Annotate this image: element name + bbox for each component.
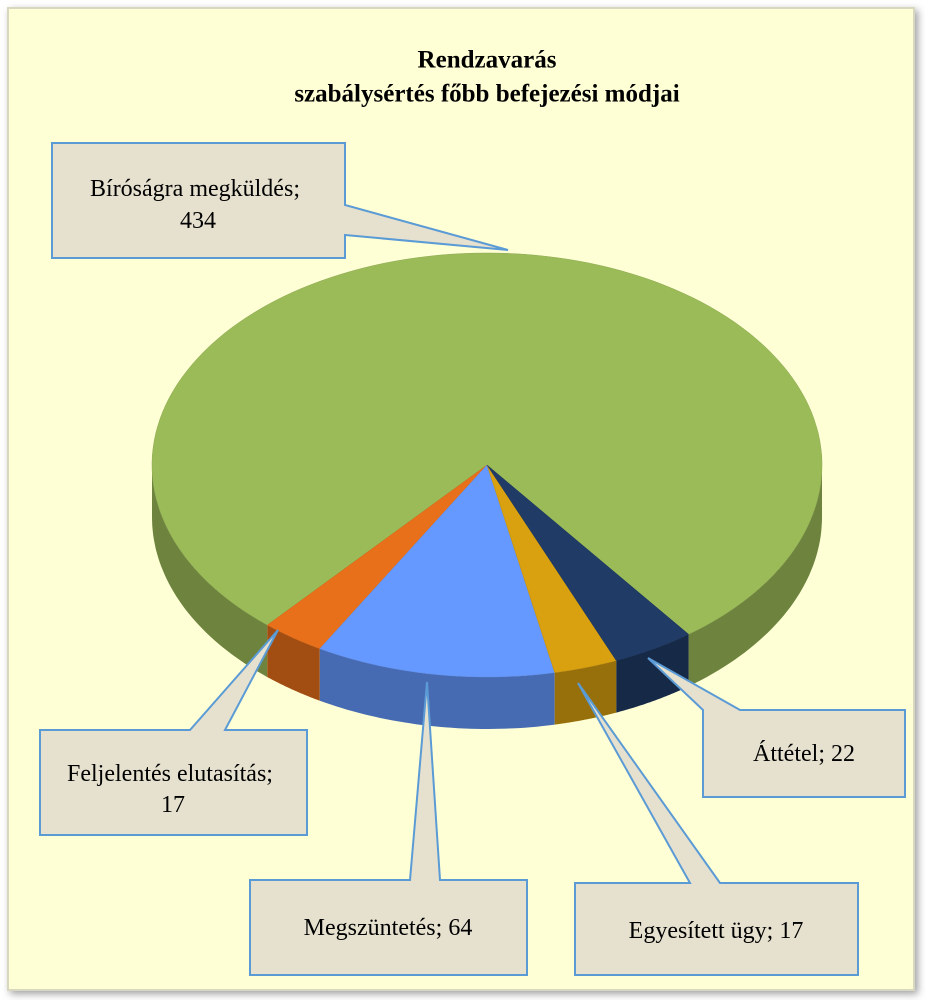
- value-label: 17: [161, 792, 185, 818]
- category-label: Megszüntetés: [304, 915, 436, 941]
- data-label: Feljelentés elutasítás; 17: [67, 761, 279, 818]
- data-label: Bíróságra megküldés; 434: [90, 176, 306, 234]
- label-separator: ;: [266, 761, 279, 787]
- chart-title: szabálysértés főbb befejezési módjai: [294, 81, 679, 108]
- chart-title: Rendzavarás: [418, 47, 557, 74]
- value-label: 17: [779, 918, 803, 944]
- callout-box: [574, 682, 859, 976]
- callout-box: [51, 142, 509, 259]
- callout-box: [647, 657, 906, 798]
- slice-side: [616, 634, 689, 713]
- slice-side: [267, 625, 320, 701]
- value-label: 434: [180, 208, 216, 234]
- label-separator: ;: [767, 918, 780, 944]
- slice: [266, 464, 488, 649]
- slice-side: [319, 648, 555, 729]
- label-separator: ;: [436, 915, 449, 941]
- slice: [151, 252, 823, 635]
- category-label: Egyesített ügy: [629, 918, 767, 944]
- label-separator: ;: [818, 741, 831, 767]
- value-label: 22: [831, 741, 855, 767]
- category-label: Feljelentés elutasítás: [67, 761, 266, 787]
- callout-box: [249, 681, 528, 976]
- slice-side: [152, 465, 268, 678]
- data-label: Megszüntetés; 64: [304, 915, 473, 941]
- slice: [486, 464, 617, 673]
- data-label: Áttétel; 22: [753, 741, 855, 767]
- slice-side: [688, 465, 822, 687]
- slice: [319, 464, 556, 678]
- callout-box: [39, 629, 308, 836]
- data-label: Egyesített ügy; 17: [629, 918, 804, 944]
- label-separator: ;: [293, 176, 306, 202]
- category-label: Áttétel: [753, 741, 819, 767]
- value-label: 64: [448, 915, 472, 941]
- slice: [486, 464, 690, 661]
- category-label: Bíróságra megküldés: [90, 176, 293, 202]
